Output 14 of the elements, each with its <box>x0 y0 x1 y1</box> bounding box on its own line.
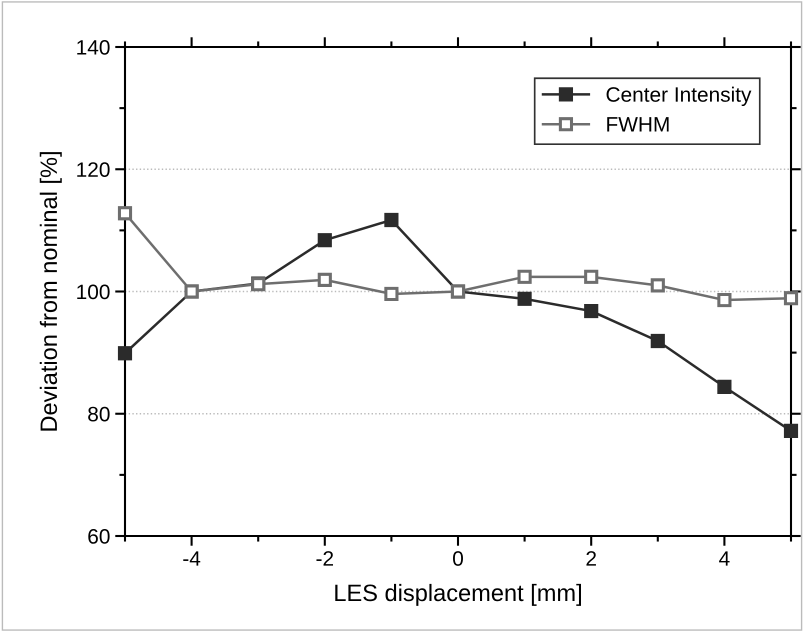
x-tick-label: 4 <box>719 551 730 566</box>
x-tick-label: -4 <box>183 551 200 566</box>
legend-label: Center Intensity <box>606 86 752 106</box>
y-tick-label: 80 <box>88 406 110 422</box>
y-tick-label: 60 <box>88 529 110 544</box>
y-tick-label: 120 <box>77 162 110 178</box>
y-tick-label: 140 <box>77 40 110 55</box>
y-axis-title: Deviation from nominal [%] <box>40 152 62 431</box>
x-tick-label: 2 <box>586 551 596 566</box>
x-axis-title: LES displacement [mm] <box>335 584 581 606</box>
x-tick-label: 0 <box>453 551 463 566</box>
y-tick-label: 100 <box>77 284 110 300</box>
x-tick-label: -2 <box>316 551 334 566</box>
legend-label: FWHM <box>607 117 669 132</box>
